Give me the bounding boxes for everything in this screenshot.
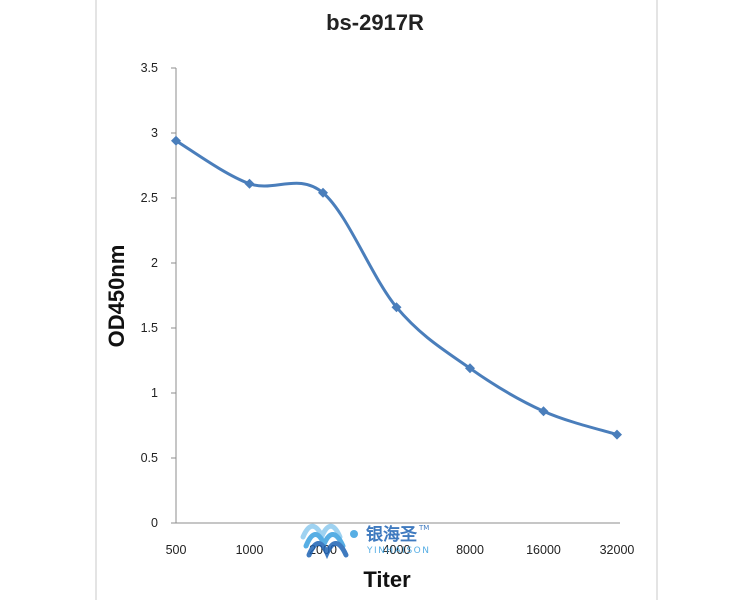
y-tick-label: 1 [151,386,158,400]
x-tick-label: 8000 [456,543,484,557]
watermark: 银海圣 TM YINHAISON [300,523,431,560]
data-point-marker [538,406,549,417]
y-tick-label: 0 [151,516,158,530]
series-group [171,135,622,440]
y-tick-label: 3 [151,126,158,140]
watermark-trademark: TM [418,524,429,532]
y-tick-label: 2.5 [141,191,158,205]
x-tick-label: 4000 [383,543,411,557]
y-tick-label: 2 [151,256,158,270]
y-tick-label: 1.5 [141,321,158,335]
x-tick-label: 500 [166,543,187,557]
watermark-brand-text: 银海圣 [366,524,418,545]
y-tick-label: 0.5 [141,451,158,465]
data-point-marker [465,363,475,374]
x-tick-label: 32000 [600,543,635,557]
data-point-marker [318,187,328,198]
watermark-latin-text: YINHAISON [366,546,431,556]
x-tick-label: 16000 [526,543,561,557]
data-point-marker [171,135,181,146]
x-axis-title: Titer [363,567,411,592]
watermark-logo-icon [300,523,358,560]
x-ticks: 500 1000 2000 4000 8000 16000 32000 [166,543,635,557]
chart-title: bs-2917R [326,10,424,35]
y-tick-label: 3.5 [141,61,158,75]
y-ticks: 0 0.5 1 1.5 2 2.5 3 3.5 [141,61,176,530]
data-point-marker [244,178,255,189]
y-axis-title: OD450nm [104,245,129,348]
data-point-marker [612,429,622,440]
x-tick-label: 1000 [236,543,264,557]
data-point-marker [391,302,402,313]
series-line [175,139,618,437]
